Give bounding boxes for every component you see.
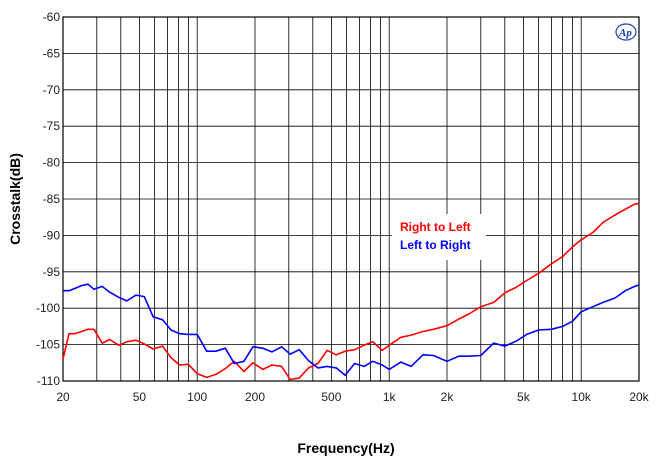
y-tick-label: -70 (43, 83, 61, 97)
series-line-left-to-right (63, 283, 640, 377)
x-tick-label: 2k (441, 390, 455, 404)
y-tick-label: -110 (37, 374, 60, 388)
y-tick-label: -95 (43, 265, 61, 279)
grid (63, 16, 639, 382)
x-axis-ticks: 20 50 100 200 500 1k 2k 5k 10k 20k (56, 390, 649, 404)
x-tick-label: 10k (572, 390, 592, 404)
ap-logo-ring (615, 23, 637, 41)
y-tick-label: -80 (43, 156, 61, 170)
y-tick-label: -60 (43, 10, 61, 24)
ap-logo-text: Ap (618, 27, 632, 39)
legend-entry-left-to-right: Left to Right (400, 238, 471, 252)
series-layer (62, 202, 640, 381)
x-axis-title: Frequency(Hz) (297, 440, 394, 456)
plot-frame (62, 16, 640, 382)
legend-box (392, 214, 486, 260)
series-line-right-to-left (62, 202, 640, 381)
y-axis-ticks: -60 -65 -70 -75 -80 -85 -90 -95 -100 -105 -110 (36, 10, 60, 388)
x-tick-label: 1k (383, 390, 397, 404)
x-tick-label: 50 (133, 390, 147, 404)
y-tick-label: -85 (43, 192, 61, 206)
ap-logo: Ap (615, 23, 637, 41)
x-tick-label: 200 (245, 390, 265, 404)
y-tick-label: -65 (43, 46, 61, 60)
x-tick-label: 5k (517, 390, 531, 404)
x-tick-label: 20k (629, 390, 649, 404)
x-tick-label: 20 (56, 390, 70, 404)
y-tick-label: -100 (36, 301, 60, 315)
y-tick-label: -75 (43, 119, 61, 133)
legend-entry-right-to-left: Right to Left (400, 220, 471, 234)
y-axis-title: Crosstalk(dB) (7, 153, 23, 245)
x-tick-label: 100 (187, 390, 207, 404)
y-tick-label: -90 (43, 228, 61, 242)
x-tick-label: 500 (321, 390, 341, 404)
legend: Right to Left Left to Right (392, 214, 486, 260)
y-tick-label: -105 (36, 338, 60, 352)
